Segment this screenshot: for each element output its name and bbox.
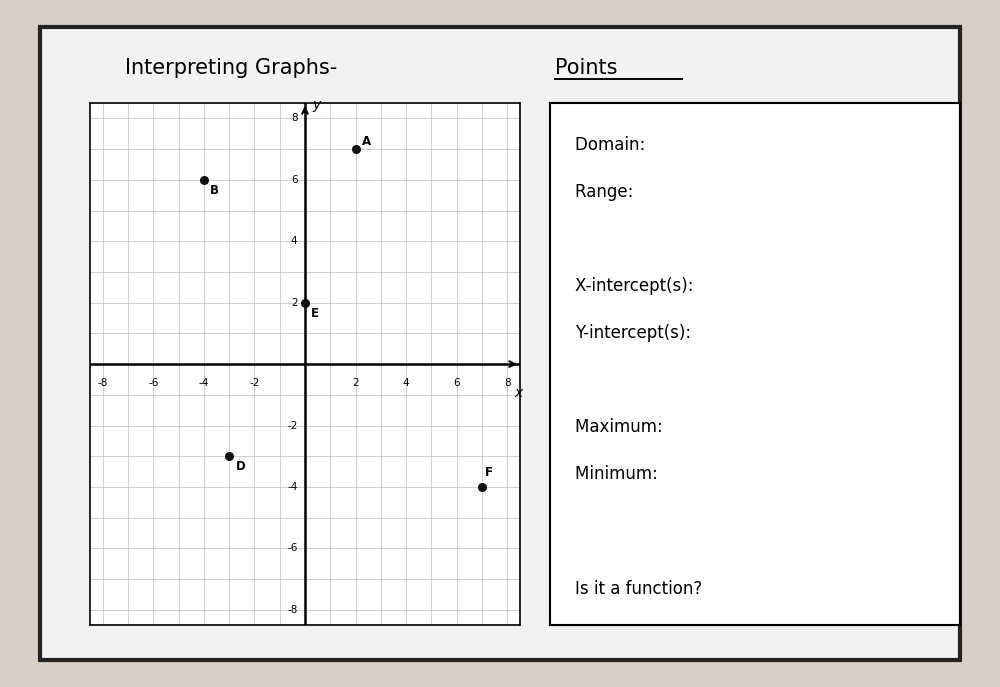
Text: -8: -8	[97, 378, 108, 388]
Text: 6: 6	[291, 174, 297, 185]
Text: E: E	[311, 306, 319, 319]
Text: x: x	[515, 385, 523, 400]
Text: A: A	[362, 135, 371, 148]
Text: Interpreting Graphs-: Interpreting Graphs-	[125, 58, 344, 78]
Text: Range:: Range:	[575, 183, 638, 201]
Text: B: B	[210, 183, 219, 196]
Text: 4: 4	[291, 236, 297, 246]
Text: 4: 4	[403, 378, 409, 388]
Text: Y-intercept(s):: Y-intercept(s):	[575, 324, 696, 342]
Text: Domain:: Domain:	[575, 136, 650, 154]
Text: y: y	[312, 98, 320, 111]
Text: X-intercept(s):: X-intercept(s):	[575, 277, 698, 295]
Text: -6: -6	[287, 543, 297, 554]
Text: Points: Points	[555, 58, 618, 78]
Text: 2: 2	[291, 297, 297, 308]
Text: D: D	[235, 460, 245, 473]
Text: -4: -4	[287, 482, 297, 492]
Text: 2: 2	[352, 378, 359, 388]
Text: 8: 8	[291, 113, 297, 124]
Text: Maximum:: Maximum:	[575, 418, 668, 436]
Text: -2: -2	[287, 420, 297, 431]
Text: Minimum:: Minimum:	[575, 464, 663, 483]
Text: -4: -4	[199, 378, 209, 388]
Text: F: F	[485, 466, 493, 480]
Text: -8: -8	[287, 605, 297, 615]
Text: -2: -2	[249, 378, 260, 388]
Text: 8: 8	[504, 378, 511, 388]
Text: -6: -6	[148, 378, 158, 388]
Text: 6: 6	[453, 378, 460, 388]
Text: Is it a function?: Is it a function?	[575, 580, 702, 598]
